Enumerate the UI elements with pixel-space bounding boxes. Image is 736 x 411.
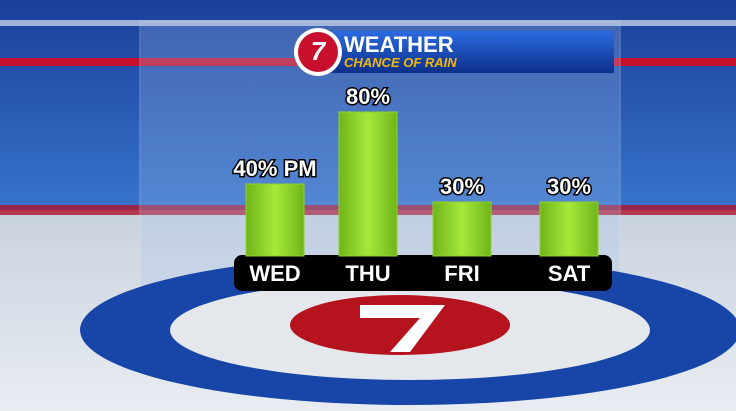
x-tick-label: THU <box>345 261 390 286</box>
bar <box>432 201 492 257</box>
x-tick-label: WED <box>249 261 300 286</box>
chart-subtitle: CHANCE OF RAIN <box>344 55 457 70</box>
value-label: 30% <box>547 174 591 199</box>
x-tick-label: SAT <box>548 261 591 286</box>
value-label: 80% <box>346 84 390 109</box>
bar <box>539 201 599 257</box>
bar <box>338 111 398 257</box>
bar <box>245 183 305 257</box>
title-banner: 7 WEATHER CHANCE OF RAIN <box>294 28 614 76</box>
logo: 7 <box>311 36 327 66</box>
label-band <box>234 255 612 291</box>
x-tick-label: FRI <box>444 261 479 286</box>
value-label: 40% PM <box>233 156 316 181</box>
value-label: 30% <box>440 174 484 199</box>
plot: 40% PM WED 80% THU 30% FRI 30% SAT <box>232 83 599 288</box>
chart-title: WEATHER <box>344 32 454 57</box>
